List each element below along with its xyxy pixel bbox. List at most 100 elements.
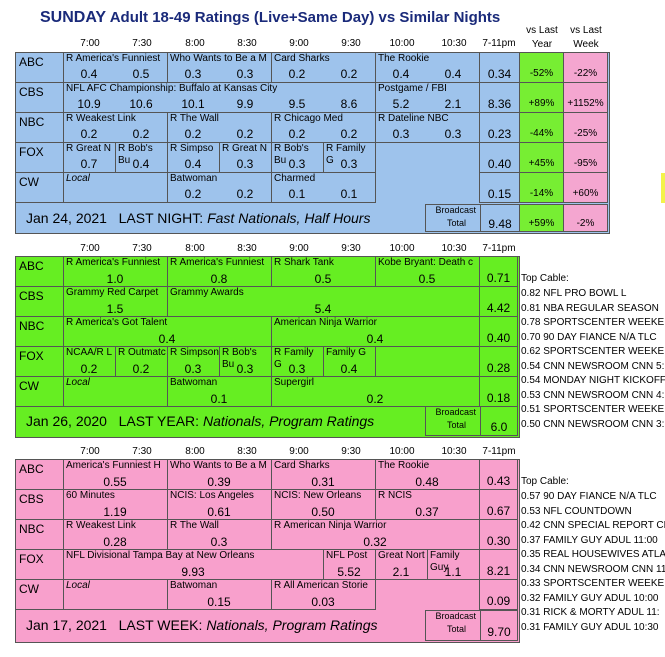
panel1-footer: Jan 24, 2021 LAST NIGHT: Fast Nationals,… xyxy=(26,210,371,226)
panel2-row-total: 0.40 xyxy=(479,316,518,347)
panel1-rating: 0.2 xyxy=(236,187,254,201)
panel2-rating: 1.0 xyxy=(106,272,124,286)
page-title: SUNDAY Adult 18-49 Ratings (Live+Same Da… xyxy=(40,9,501,26)
panel1-total-vs-year: +59% xyxy=(519,204,564,232)
panel1-rating: 9.5 xyxy=(288,97,306,111)
panel2-rating: 0.4 xyxy=(366,332,384,346)
panel1-net-cbs: CBS xyxy=(15,82,64,113)
top-cable-item: 0.42 CNN SPECIAL REPORT CN xyxy=(521,520,665,531)
panel1-rating: 0.2 xyxy=(80,127,98,141)
top-cable-item: 0.62 SPORTSCENTER WEEKEN xyxy=(521,346,665,357)
panel1-rating: 9.9 xyxy=(236,97,254,111)
top-cable-item: 0.34 CNN NEWSROOM CNN 11: xyxy=(521,563,665,575)
top-cable-item: 0.82 NFL PRO BOWL L xyxy=(521,288,627,299)
panel1-show-cell[interactable]: Charmed xyxy=(271,172,376,203)
panel2-show-cell[interactable]: Local xyxy=(63,376,168,407)
panel2-row-total: 0.71 xyxy=(479,256,518,287)
panel1-net-fox: FOX xyxy=(15,142,64,173)
panel2-net-abc: ABC xyxy=(15,256,64,287)
panel3-footer: Jan 17, 2021 LAST WEEK: Nationals, Progr… xyxy=(26,617,378,633)
panel3-row-total: 0.30 xyxy=(479,519,518,550)
panel1-broadcast-label: Broadcast Total xyxy=(425,204,481,232)
panel1-rating: 8.6 xyxy=(340,97,358,111)
panel1-rating: 0.2 xyxy=(288,67,306,81)
top-cable-item: 0.54 MONDAY NIGHT KICKOFF xyxy=(521,375,665,386)
panel2-net-fox: FOX xyxy=(15,346,64,377)
panel1-row-total: 0.40 xyxy=(479,142,520,173)
panel2-net-cbs: CBS xyxy=(15,286,64,317)
panel1-row-vs-year: +89% xyxy=(519,82,564,113)
panel1-row-total: 8.36 xyxy=(479,82,520,113)
panel3-rating: 0.15 xyxy=(207,595,231,609)
top-cable-item: 0.50 CNN NEWSROOM CNN 3: xyxy=(521,418,665,430)
panel1-rating: 0.4 xyxy=(444,67,462,81)
panel1-rating: 0.1 xyxy=(288,187,306,201)
top-cable-item: 0.33 SPORTSCENTER WEEKEN xyxy=(521,578,665,589)
panel1-rating: 0.3 xyxy=(236,157,254,171)
panel2-rating: 0.2 xyxy=(80,362,98,376)
panel3-broadcast-label: Broadcast Total xyxy=(425,610,481,641)
panel3-rating: 5.52 xyxy=(337,565,361,579)
panel3-net-cbs: CBS xyxy=(15,489,64,520)
top-cable-item: 0.53 CNN NEWSROOM CNN 4: xyxy=(521,389,665,401)
panel1-row-total: 0.15 xyxy=(479,172,520,203)
top-cable-item: 0.31 FAMILY GUY ADUL 10:30 xyxy=(521,621,659,633)
panel1-net-nbc: NBC xyxy=(15,112,64,143)
panel1-row-vs-year: -52% xyxy=(519,52,564,83)
panel2-broadcast-label: Broadcast Total xyxy=(425,406,481,436)
panel2-rating: 0.8 xyxy=(210,272,228,286)
top-cable-item: 0.35 REAL HOUSEWIVES ATLA xyxy=(521,549,665,560)
panel2-net-nbc: NBC xyxy=(15,316,64,347)
panel1-row-total: 0.34 xyxy=(479,52,520,83)
panel3-rating: 0.32 xyxy=(363,535,387,549)
panel1-rating: 0.3 xyxy=(392,127,410,141)
panel1-rating: 0.3 xyxy=(340,157,358,171)
panel3-rating: 0.31 xyxy=(311,475,335,489)
panel2-footer: Jan 26, 2020 LAST YEAR: Nationals, Progr… xyxy=(26,413,375,429)
panel2-row-total: 0.18 xyxy=(479,376,518,407)
panel2-row-total: 4.42 xyxy=(479,286,518,317)
panel1-rating: 5.2 xyxy=(392,97,410,111)
panel1-row-vs-week: +60% xyxy=(563,172,608,203)
panel1-rating: 0.1 xyxy=(340,187,358,201)
panel3-rating: 9.93 xyxy=(181,565,205,579)
panel2-rating: 0.3 xyxy=(184,362,202,376)
panel1-rating: 0.3 xyxy=(444,127,462,141)
panel1-net-cw: CW xyxy=(15,172,64,203)
top-cable-item: 0.78 SPORTSCENTER WEEKEN xyxy=(521,317,665,328)
panel1-rating: 0.4 xyxy=(184,157,202,171)
panel3-show-cell[interactable]: Local xyxy=(63,579,168,610)
panel1-show-cell[interactable]: Local xyxy=(63,172,168,203)
panel3-rating: 0.28 xyxy=(103,535,127,549)
panel1-row-vs-week: -22% xyxy=(563,52,608,83)
panel1-rating: 0.2 xyxy=(288,127,306,141)
top-cable-item: 0.37 FAMILY GUY ADUL 11:00 xyxy=(521,534,658,546)
panel1-net-abc: ABC xyxy=(15,52,64,83)
panel1-rating: 2.1 xyxy=(444,97,462,111)
panel2-rating: 5.4 xyxy=(314,302,332,316)
panel1-rating: 10.1 xyxy=(181,97,205,111)
top-cable-item: 0.70 90 DAY FIANCE N/A TLC xyxy=(521,331,657,343)
panel3-show-cell[interactable]: R All American Storie xyxy=(271,579,376,610)
panel3-net-nbc: NBC xyxy=(15,519,64,550)
panel1-rating: 0.2 xyxy=(132,127,150,141)
top-cable-item: 0.31 RICK & MORTY ADUL 11: xyxy=(521,607,660,618)
top-cable-item: 0.81 NBA REGULAR SEASON xyxy=(521,302,659,314)
panel3-row-total: 0.09 xyxy=(479,579,518,610)
panel1-row-vs-week: -25% xyxy=(563,112,608,143)
panel2-rating: 0.4 xyxy=(340,362,358,376)
panel2-rating: 0.1 xyxy=(210,392,228,406)
panel3-rating: 0.39 xyxy=(207,475,231,489)
vs-last-year-header: vs Last Year xyxy=(526,25,558,50)
panel3-rating: 1.19 xyxy=(103,505,127,519)
panel2-total: 6.0 xyxy=(480,406,518,436)
panel1-row-total: 0.23 xyxy=(479,112,520,143)
panel3-row-total: 8.21 xyxy=(479,549,518,580)
panel2-rating: 0.2 xyxy=(366,392,384,406)
panel3-row-total: 0.67 xyxy=(479,489,518,520)
panel3-rating: 1.1 xyxy=(444,565,462,579)
panel2-rating: 0.2 xyxy=(132,362,150,376)
panel2-rating: 0.3 xyxy=(236,362,254,376)
panel1-rating: 0.4 xyxy=(132,157,150,171)
panel1-rating: 0.2 xyxy=(340,67,358,81)
